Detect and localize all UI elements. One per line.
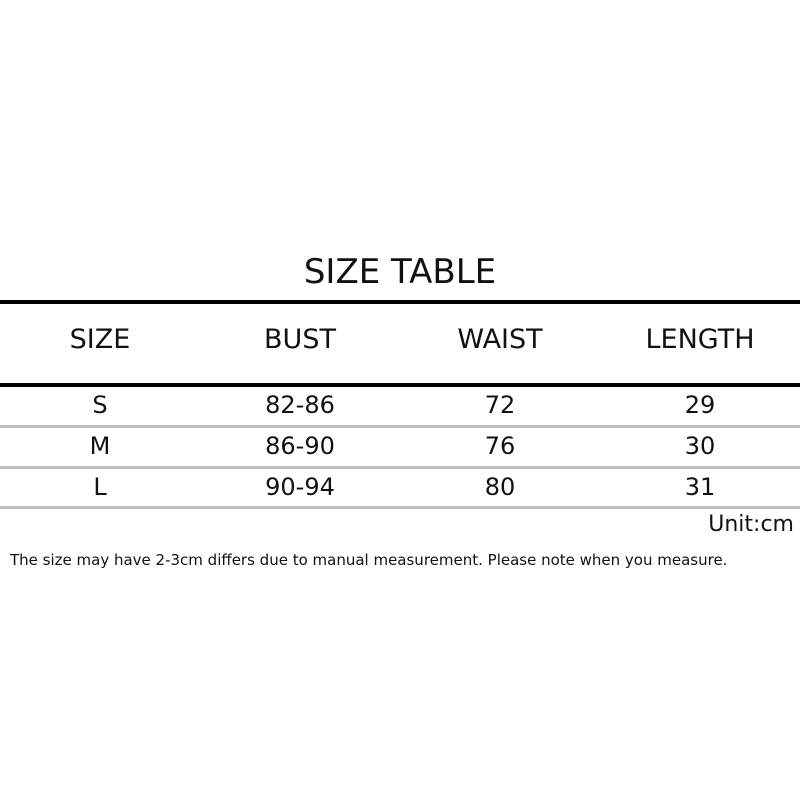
measurement-note: The size may have 2-3cm differs due to m… [10, 551, 728, 569]
cell-size: S [92, 391, 108, 419]
cell-size: L [93, 473, 107, 501]
cell-bust: 90-94 [265, 473, 335, 501]
table-row: S 82-86 72 29 [0, 391, 800, 431]
header-waist: WAIST [457, 324, 543, 355]
table-row: M 86-90 76 30 [0, 432, 800, 472]
cell-waist: 72 [484, 391, 516, 419]
cell-waist: 80 [484, 473, 516, 501]
cell-length: 31 [684, 473, 716, 501]
cell-length: 30 [684, 432, 716, 460]
header-size: SIZE [69, 324, 131, 355]
cell-length: 29 [684, 391, 716, 419]
header-length: LENGTH [645, 324, 755, 355]
cell-bust: 86-90 [265, 432, 335, 460]
row-divider [0, 425, 800, 428]
table-bottom-border [0, 506, 800, 509]
header-bust: BUST [264, 324, 336, 355]
page-title: SIZE TABLE [303, 252, 497, 292]
unit-label: Unit:cm [708, 512, 794, 537]
cell-waist: 76 [484, 432, 516, 460]
cell-size: M [89, 432, 111, 460]
table-row: L 90-94 80 31 [0, 473, 800, 513]
cell-bust: 82-86 [265, 391, 335, 419]
header-divider [0, 383, 800, 387]
table-top-border [0, 300, 800, 304]
row-divider [0, 466, 800, 469]
table-header-row: SIZE BUST WAIST LENGTH [0, 324, 800, 364]
